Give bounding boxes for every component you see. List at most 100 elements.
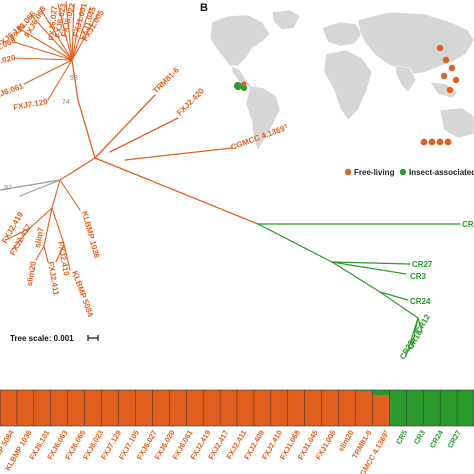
- green-clade-labels: CR5 CR27 CR3 CR24 CR12 CR18 CR22: [398, 220, 474, 361]
- phylogenetic-tree: [0, 1, 461, 357]
- bar-segment-free-living: [186, 390, 204, 426]
- bar-segment-free-living: [287, 390, 306, 426]
- leaf-label: slim20: [25, 260, 38, 287]
- map-point-free: [420, 138, 428, 146]
- world-map: [209, 9, 474, 151]
- tree-branch-cgmcc: [124, 147, 233, 161]
- map-point-free: [446, 86, 454, 94]
- bar-segment-free-living: [355, 391, 373, 426]
- bar-segment-free-living: [321, 390, 339, 426]
- map-point-free: [428, 138, 436, 146]
- australia-shape: [439, 107, 474, 139]
- tree-left-clade: [5, 179, 81, 271]
- leaf-label: slim7: [33, 226, 46, 248]
- leaf-label: TRM81-6: [151, 65, 181, 95]
- bar-segment-free-living: [67, 390, 85, 426]
- bootstrap-label: 97: [4, 185, 12, 192]
- india-shape: [395, 65, 417, 93]
- map-legend: Free-living Insect-associated: [344, 168, 474, 177]
- leaf-label: FXJ7.129: [13, 97, 49, 112]
- bar-segment-insect-associated: [406, 390, 424, 426]
- tree-scale-label: Tree scale: 0.001: [10, 334, 74, 343]
- greenland-shape: [271, 9, 301, 31]
- tree-branch-main: [59, 157, 96, 181]
- left-cluster-labels: FXJ2.419 FXJ2.417 slim20 slim7 FXJ2.410 …: [0, 210, 101, 319]
- bar-segment-free-living: [16, 390, 35, 426]
- map-point-free: [444, 138, 452, 146]
- bar-segment-free-living: [270, 390, 289, 426]
- panel-b-label: B: [200, 2, 208, 14]
- bar-segment-free-living: [237, 390, 255, 426]
- ancestry-bar-plot: [0, 389, 474, 427]
- bar-segment-free-living: [304, 390, 322, 426]
- bar-segment-free-living: [338, 390, 356, 426]
- europe-shape: [321, 21, 363, 47]
- bar-sample-label: CR3: [412, 429, 427, 447]
- leaf-label: KLBMP 5084: [70, 270, 95, 319]
- tree-top-fan: [13, 1, 99, 101]
- map-point-free: [436, 44, 444, 52]
- bar-sample-label: CR24: [428, 428, 446, 450]
- leaf-label: FXJ2.420: [175, 86, 206, 117]
- map-points: [234, 44, 460, 146]
- tree-branch-fxj2420: [109, 117, 179, 153]
- bar-segment-free-living: [50, 390, 69, 426]
- bar-segment-free-living: [135, 390, 153, 426]
- tree-branch-to-green: [94, 157, 259, 225]
- map-point-insect: [241, 85, 247, 91]
- leaf-label: FXJ2.411: [46, 261, 61, 297]
- tree-branch-top-stem: [71, 59, 96, 159]
- leaf-label: CR3: [410, 272, 427, 281]
- tree-branch-trm81: [94, 94, 156, 159]
- map-point-free: [442, 56, 450, 64]
- south-america-shape: [245, 85, 281, 151]
- tree-scale: Tree scale: 0.001: [10, 334, 99, 343]
- legend-insect-associated-label: Insect-associated: [409, 168, 474, 177]
- bootstrap-label: 74: [62, 99, 70, 106]
- leaf-label: CR24: [410, 297, 431, 306]
- leaf-label: FXJ2.410: [56, 241, 71, 277]
- map-point-free: [440, 72, 448, 80]
- se-asia-shape: [429, 81, 459, 99]
- leaf-label: CR5: [462, 220, 474, 229]
- bar-segment-free-living: [220, 390, 238, 426]
- bar-sample-label: CR5: [394, 429, 409, 447]
- leaf-label: CR27: [412, 260, 433, 269]
- top-cluster-labels: FXJ1.001 FXJ1.045 FXJ6.022 FXJ6.023 FXJ6…: [0, 2, 106, 112]
- legend-insect-swatch: [399, 168, 407, 176]
- bar-segment-insect-associated: [440, 390, 458, 426]
- bar-segment-insect-associated: [355, 390, 373, 392]
- bootstrap-label: 98: [70, 75, 78, 82]
- map-point-free: [436, 138, 444, 146]
- map-point-free: [241, 81, 247, 87]
- bar-segment-insect-associated: [389, 390, 407, 426]
- leaf-label: FXJ6.020: [0, 53, 17, 69]
- bar-segment-insect-associated: [372, 390, 390, 396]
- leaf-label: FXJ6.027: [47, 5, 59, 41]
- map-point-free: [448, 64, 456, 72]
- asia-shape: [357, 11, 474, 75]
- tree-green-clade: [257, 223, 461, 357]
- bar-sample-label: CR27: [446, 429, 463, 450]
- central-america-shape: [231, 65, 253, 89]
- africa-shape: [323, 49, 373, 121]
- leaf-label: FXJ6.061: [0, 81, 25, 102]
- bar-segment-free-living: [84, 390, 102, 426]
- bar-segment-free-living: [0, 390, 18, 426]
- bar-segment-insect-associated: [423, 390, 441, 426]
- bar-segment-free-living: [118, 390, 136, 426]
- bar-segment-free-living: [203, 390, 221, 426]
- bar-segment-free-living: [253, 390, 272, 426]
- map-point-insect: [234, 82, 242, 90]
- bar-segment-free-living: [33, 390, 52, 426]
- tree-branch-root: [0, 179, 61, 191]
- bar-segment-free-living: [152, 390, 170, 426]
- legend-free-living-label: Free-living: [354, 168, 395, 177]
- bar-plot-frame: [0, 389, 474, 427]
- bar-segment-free-living: [169, 390, 187, 426]
- bar-segment-free-living: [101, 390, 119, 426]
- map-point-free: [452, 76, 460, 84]
